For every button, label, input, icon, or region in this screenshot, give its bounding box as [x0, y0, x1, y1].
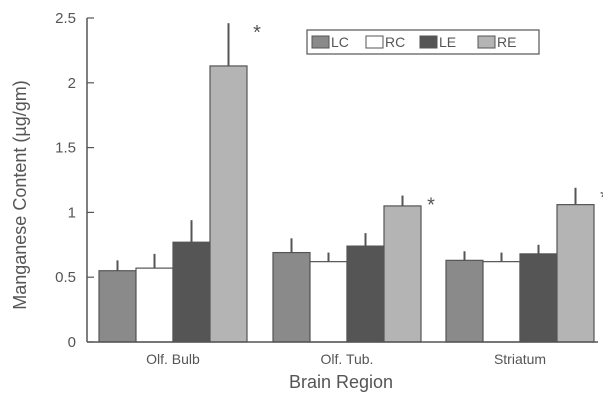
y-tick-label: 2 — [68, 75, 76, 92]
bar — [272, 251, 311, 343]
bars — [98, 65, 595, 343]
x-axis-category-labels: Olf. Bulb Olf. Tub. Striatum — [146, 351, 546, 367]
significance-star: * — [253, 22, 261, 44]
x-axis-title: Brain Region — [289, 372, 393, 392]
legend-frame — [306, 29, 540, 55]
y-tick-label: 1 — [68, 204, 76, 221]
bar — [346, 245, 385, 343]
significance-star: * — [600, 187, 603, 209]
x-category-label: Olf. Tub. — [321, 351, 374, 367]
legend-label: LC — [331, 34, 349, 50]
bar — [135, 267, 174, 343]
bar — [482, 261, 521, 343]
y-axis-title: Manganese Content (µg/gm) — [10, 80, 30, 310]
bar — [556, 204, 595, 343]
legend-swatch — [477, 35, 496, 49]
x-category-label: Olf. Bulb — [146, 351, 200, 367]
error-bars — [116, 23, 577, 271]
bar — [172, 241, 211, 343]
legend-label: RC — [385, 34, 405, 50]
bar — [519, 253, 558, 343]
y-axis-ticks: 0 0.5 1 1.5 2 2.5 — [55, 10, 94, 351]
legend: LC RC LE RE — [306, 29, 540, 55]
legend-label: RE — [497, 34, 516, 50]
y-tick-label: 2.5 — [55, 10, 76, 27]
legend-swatch — [419, 35, 438, 49]
y-tick-label: 1.5 — [55, 140, 76, 157]
significance-markers: * * * — [253, 22, 603, 216]
legend-swatch — [311, 35, 330, 49]
bar — [445, 259, 484, 343]
x-category-label: Striatum — [494, 351, 546, 367]
bar — [98, 270, 137, 343]
significance-star: * — [427, 195, 435, 217]
bar — [383, 205, 422, 343]
legend-swatch — [365, 35, 384, 49]
y-tick-label: 0.5 — [55, 269, 76, 286]
bar — [209, 65, 248, 343]
bar — [309, 261, 348, 343]
legend-label: LE — [439, 34, 456, 50]
y-tick-label: 0 — [68, 334, 76, 351]
